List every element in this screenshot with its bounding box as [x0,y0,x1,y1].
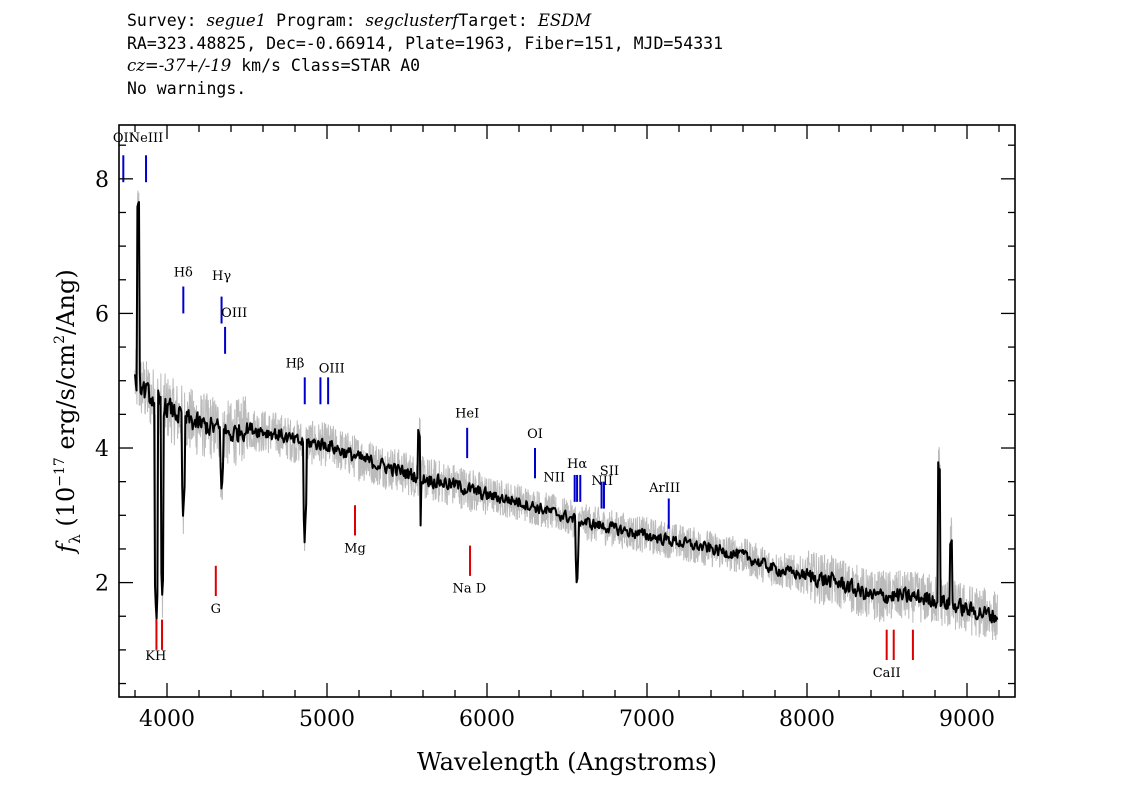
absorption-line-label: CaII [873,666,901,681]
x-tick-label: 4000 [139,707,195,732]
y-tick-label: 8 [95,168,109,193]
absorption-line-label: G [211,602,221,617]
x-tick-label: 5000 [299,707,355,732]
y-tick-label: 4 [95,437,109,462]
program-label: Program: [276,11,356,30]
emission-line-label: OIII [221,306,247,321]
x-tick-label: 7000 [619,707,675,732]
plot-frame [118,124,1016,698]
x-tick-label: 9000 [939,707,995,732]
emission-line-label: Hα [567,457,587,472]
program-value: segclusterf [365,11,459,30]
smoothed-spectrum-line [134,201,999,624]
emission-line-label: HeI [455,407,479,422]
header-line-1: Survey: segue1 Program: segclusterfTarge… [127,10,723,33]
emission-line-label: NII [543,471,565,486]
target-label: Target: [458,11,528,30]
raw-spectrum-line [134,190,998,649]
survey-label: Survey: [127,11,197,30]
target-value: ESDM [537,11,592,30]
header-line-2: RA=323.48825, Dec=-0.66914, Plate=1963, … [127,33,724,53]
y-axis-title: fλ (10−17 erg/s/cm2/Ang) [52,269,84,554]
emission-line-label: ArIII [648,481,680,496]
absorption-line-label: Mg [344,541,366,556]
y-tick-label: 6 [95,302,109,327]
emission-line-label: OII [113,131,134,146]
emission-line-label: Hγ [212,269,231,284]
emission-line-label: Hβ [286,356,305,371]
axis-ticks: 4000 5000 6000 7000 8000 9000 2 4 6 8 [95,125,1015,732]
class-value: Class=STAR A0 [290,56,421,75]
emission-line-label: NII [591,474,613,489]
smoothed-spectrum-layer [134,201,999,624]
x-axis-title: Wavelength (Angstroms) [417,748,717,776]
emission-line-label: OI [527,427,543,442]
header-line-3: cz=-37+/-19 km/s Class=STAR A0 [127,55,723,78]
x-tick-label: 8000 [779,707,835,732]
absorption-line-label: KH [145,649,166,664]
emission-line-label: NeIII [129,131,163,146]
emission-line-label: SII [600,464,619,479]
y-tick-label: 2 [95,572,109,597]
emission-line-label: Hδ [174,265,193,280]
absorption-line-label: Na D [453,582,487,597]
cz-value: cz=-37+/-19 [127,56,232,75]
raw-spectrum-layer [134,190,998,649]
x-tick-label: 6000 [459,707,515,732]
survey-value: segue1 [206,11,267,30]
plot-header: Survey: segue1 Program: segclusterfTarge… [127,10,723,100]
cz-units: km/s [241,56,281,75]
emission-line-label: OIII [319,362,345,377]
warnings-line: No warnings. [127,78,247,98]
